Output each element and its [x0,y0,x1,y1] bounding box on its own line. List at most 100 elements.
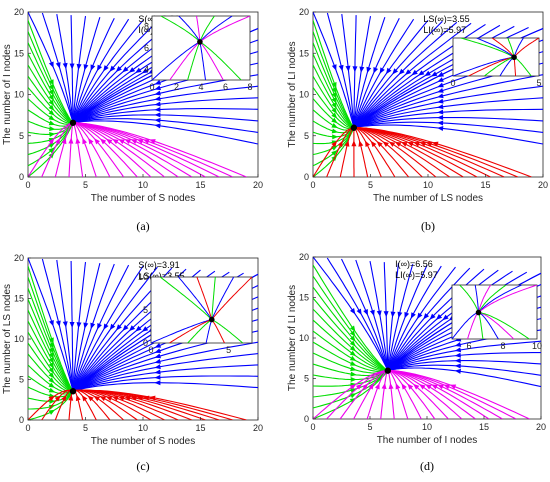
blue-arrowhead [135,325,142,332]
lower-arrowhead [48,395,55,402]
inset-area [451,284,538,340]
lower-arrowhead [124,395,131,401]
x-tick-label: 10 [423,180,433,190]
blue-arrowhead [437,120,444,126]
green-arrowhead [349,393,357,399]
blue-arrowhead [366,66,372,74]
y-tick-label: 10 [14,334,24,344]
lower-arrowhead [149,139,156,144]
blue-arrowhead [83,322,89,329]
blue-arrowhead [392,68,399,75]
blue-arrowhead [49,319,54,327]
y-axis-label: The number of LI nodes [287,41,298,147]
green-arrowhead [48,357,54,364]
green-arrowhead [350,371,357,377]
green-arrowhead [48,342,54,349]
inset-x-tick-label: 8 [500,341,505,351]
lower-arrowhead [419,384,426,390]
green-arrowhead [48,347,54,354]
y-axis-label: The number of LI nodes [287,285,298,391]
blue-arrowhead [437,109,444,115]
y-tick-label: 15 [14,294,24,304]
blue-arrowhead [356,308,362,316]
blue-arrowhead [76,322,82,329]
lower-arrowhead [382,141,389,148]
blue-arrowhead [154,107,161,113]
green-arrowhead [48,372,55,379]
blue-arrowhead [135,67,142,74]
panel-caption: (c) [136,459,149,473]
lower-arrowhead [149,395,156,401]
lower-arrowhead [112,138,119,145]
green-arrowhead [349,361,357,366]
green-arrowhead [48,362,54,369]
equilibrium-annotation: I(∞)=6.56 [395,259,433,269]
equilibrium-annotation: LS(∞)=3.55 [423,14,469,24]
lower-arrowhead [401,383,407,390]
blue-arrowhead [437,93,444,99]
lower-arrowhead [425,141,433,147]
y-tick-label: 0 [304,414,309,424]
lower-arrowhead [344,140,350,147]
lower-arrowhead [111,396,119,401]
lower-arrowhead [381,382,387,390]
blue-arrowhead [437,126,444,131]
y-tick-label: 20 [14,253,24,263]
blue-arrowhead [55,320,61,327]
blue-arrowhead [90,64,96,71]
blue-arrowhead [69,321,75,328]
inset-y-tick-label: 4 [144,64,149,74]
blue-arrowhead [454,368,461,374]
green-arrowhead [349,355,357,361]
blue-arrowhead [116,324,122,331]
x-tick-label: 0 [310,422,315,432]
blue-arrowhead [90,322,96,330]
panel-caption: (d) [420,459,434,473]
x-tick-label: 20 [253,423,263,433]
x-tick-label: 10 [138,423,148,433]
inset-equilibrium-point [511,54,517,61]
inset-y-tick-label: 8 [144,22,149,32]
inset-x-tick-label: 0 [149,82,154,92]
inset-x-tick-label: 10 [532,341,542,351]
trajectories [313,257,541,419]
lower-arrowhead [376,141,383,148]
inset-area [452,37,540,77]
lower-arrowhead [87,395,94,402]
blue-arrowhead [442,314,449,321]
x-tick-label: 15 [479,422,489,432]
blue-arrowhead [398,68,405,75]
lower-arrowhead [407,383,414,390]
green-arrowhead [48,352,54,359]
blue-arrowhead [454,363,461,369]
blue-arrowhead [454,352,461,358]
lower-arrowhead [105,396,113,401]
blue-arrowhead [454,347,462,353]
lower-arrowhead [61,137,67,145]
lower-arrowhead [407,142,414,147]
blue-arrowhead [373,67,379,74]
green-arrowhead [49,132,56,137]
lower-arrowhead [419,141,427,147]
blue-arrowhead [349,308,356,315]
x-tick-label: 5 [83,180,88,190]
inset-y-tick-label: 5 [143,305,148,315]
equilibrium-annotation: LI(∞)=5.97 [423,25,466,35]
lower-arrowhead [75,137,81,144]
y-tick-label: 10 [299,333,309,343]
green-arrowhead [331,92,337,99]
green-arrowhead [48,94,54,101]
inset-x-tick-label: 4 [198,82,203,92]
green-arrowhead [350,377,357,383]
green-arrowhead [349,335,356,342]
equilibrium-annotation: LS(∞)=3.55 [138,271,184,281]
green-arrowhead [48,382,55,388]
blue-arrowhead [83,64,89,71]
x-tick-label: 10 [422,422,432,432]
lower-arrowhead [413,383,420,390]
lower-arrowhead [93,395,100,402]
blue-arrowhead [437,77,444,82]
lower-arrowhead [413,141,420,147]
lower-arrowhead [395,383,401,390]
